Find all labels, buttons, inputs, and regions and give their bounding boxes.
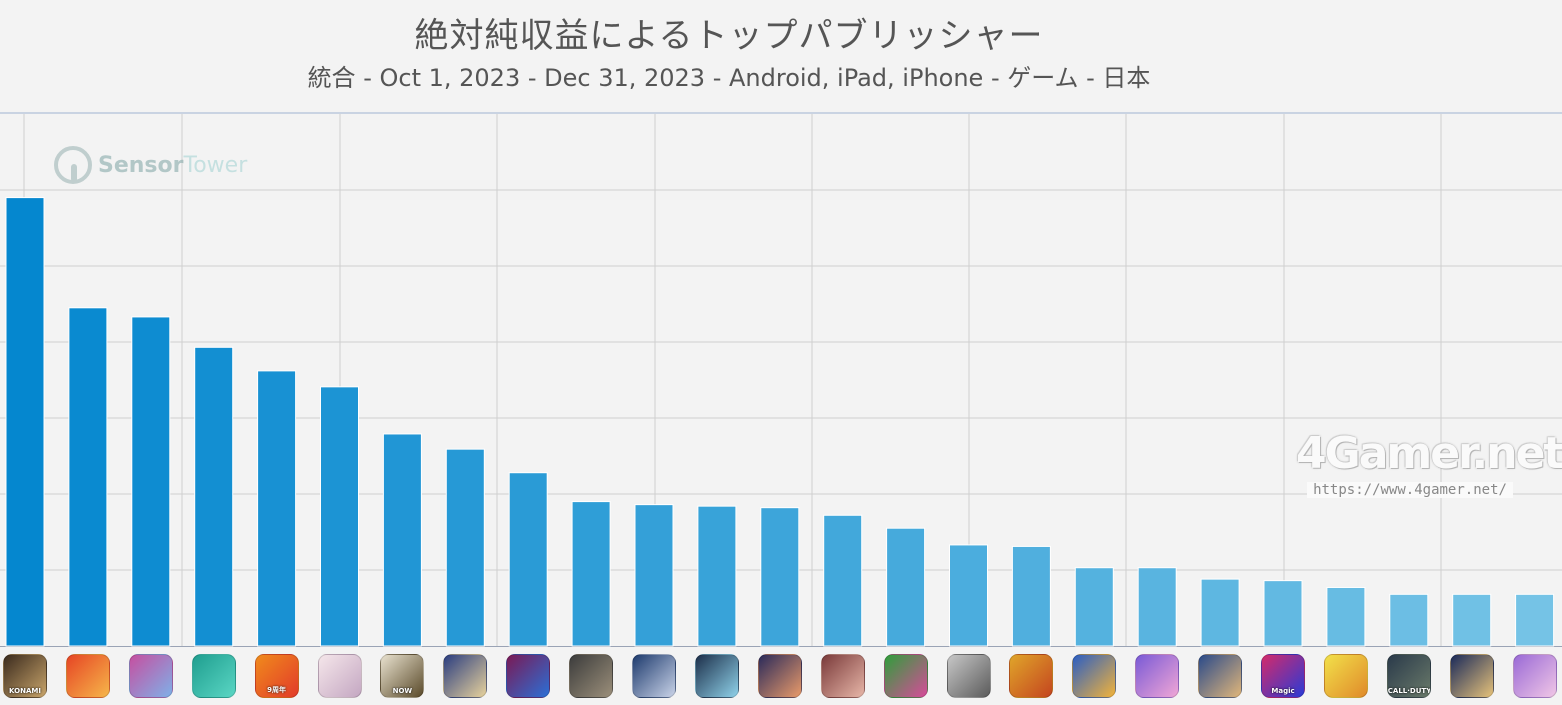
bar[interactable] (697, 505, 737, 647)
bar[interactable] (1074, 567, 1114, 647)
bar[interactable] (634, 504, 674, 647)
bar[interactable] (257, 370, 297, 647)
dragon-icon[interactable] (506, 654, 551, 698)
green-slime-icon[interactable] (191, 654, 236, 698)
call-of-duty-icon[interactable]: CALL·DUTY (1386, 654, 1431, 698)
bar[interactable] (823, 514, 863, 647)
bar[interactable] (508, 472, 548, 647)
bar[interactable] (131, 316, 171, 647)
bar[interactable] (1452, 593, 1492, 647)
icon-caption: NOW (392, 687, 413, 695)
bar[interactable] (886, 527, 926, 647)
chart-subtitle: 統合 - Oct 1, 2023 - Dec 31, 2023 - Androi… (307, 64, 1151, 92)
publisher-icon-row: KONAMI 9周年 NOW Magic CALL·DUTY (0, 654, 1562, 700)
bar[interactable] (5, 197, 45, 647)
sensor-tower-text-b: Tower (183, 152, 248, 178)
fate-go-icon[interactable] (443, 654, 488, 698)
red-monster-icon[interactable] (65, 654, 110, 698)
bar[interactable] (1326, 586, 1366, 647)
bar[interactable] (1515, 593, 1555, 647)
pink-hair-icon[interactable] (820, 654, 865, 698)
builder-icon[interactable] (1072, 654, 1117, 698)
icon-caption: CALL·DUTY (1387, 687, 1431, 695)
idol-icon[interactable] (694, 654, 739, 698)
bar[interactable] (1137, 567, 1177, 647)
header-divider (0, 112, 1562, 114)
sensor-tower-logo-icon (54, 146, 92, 184)
sensor-tower-watermark: Sensor Tower (54, 146, 247, 184)
anime-girl-icon[interactable] (128, 654, 173, 698)
sensor-tower-text-a: Sensor (98, 152, 184, 178)
fourgamer-url: https://www.4gamer.net/ (1307, 482, 1513, 498)
bar[interactable] (194, 346, 234, 647)
icon-caption: KONAMI (9, 687, 41, 695)
fourgamer-logo: 4Gamer.net (1296, 428, 1562, 479)
icon-caption: 9周年 (267, 686, 287, 694)
bar[interactable] (1389, 593, 1429, 647)
soldier-icon[interactable] (569, 654, 614, 698)
baseball-icon[interactable] (883, 654, 928, 698)
bar[interactable] (445, 448, 485, 647)
blue-hair-boy-icon[interactable] (1449, 654, 1494, 698)
bar[interactable] (1011, 545, 1051, 647)
icon-caption: Magic (1271, 687, 1295, 695)
white-hair-girl-icon[interactable] (317, 654, 362, 698)
bar[interactable] (1200, 578, 1240, 647)
bar[interactable] (949, 544, 988, 647)
seven-deadly-icon[interactable] (1323, 654, 1368, 698)
silver-hair-icon[interactable] (632, 654, 676, 698)
blonde-girl-icon[interactable] (1009, 654, 1054, 698)
konami-icon[interactable]: KONAMI (3, 654, 47, 698)
chart-title: 絶対純収益によるトップパブリッシャー (414, 16, 1044, 56)
bar[interactable] (571, 501, 611, 647)
fourgamer-watermark: 4Gamer.net https://www.4gamer.net/ (1296, 428, 1562, 498)
bar[interactable] (382, 433, 422, 647)
line-tsum-icon-2[interactable] (1512, 654, 1557, 698)
magic-icon[interactable]: Magic (1261, 654, 1305, 698)
anniversary-icon[interactable]: 9周年 (254, 654, 299, 698)
swordsman-icon[interactable] (1198, 654, 1243, 698)
robot-icon[interactable] (946, 654, 991, 698)
bar[interactable] (68, 307, 108, 647)
heroine-icon[interactable] (757, 654, 802, 698)
bar[interactable] (1263, 580, 1303, 647)
line-tsum-icon[interactable] (1135, 654, 1180, 698)
bar[interactable] (760, 507, 800, 647)
monster-hunter-now-icon[interactable]: NOW (380, 654, 425, 698)
bar[interactable] (320, 386, 359, 647)
